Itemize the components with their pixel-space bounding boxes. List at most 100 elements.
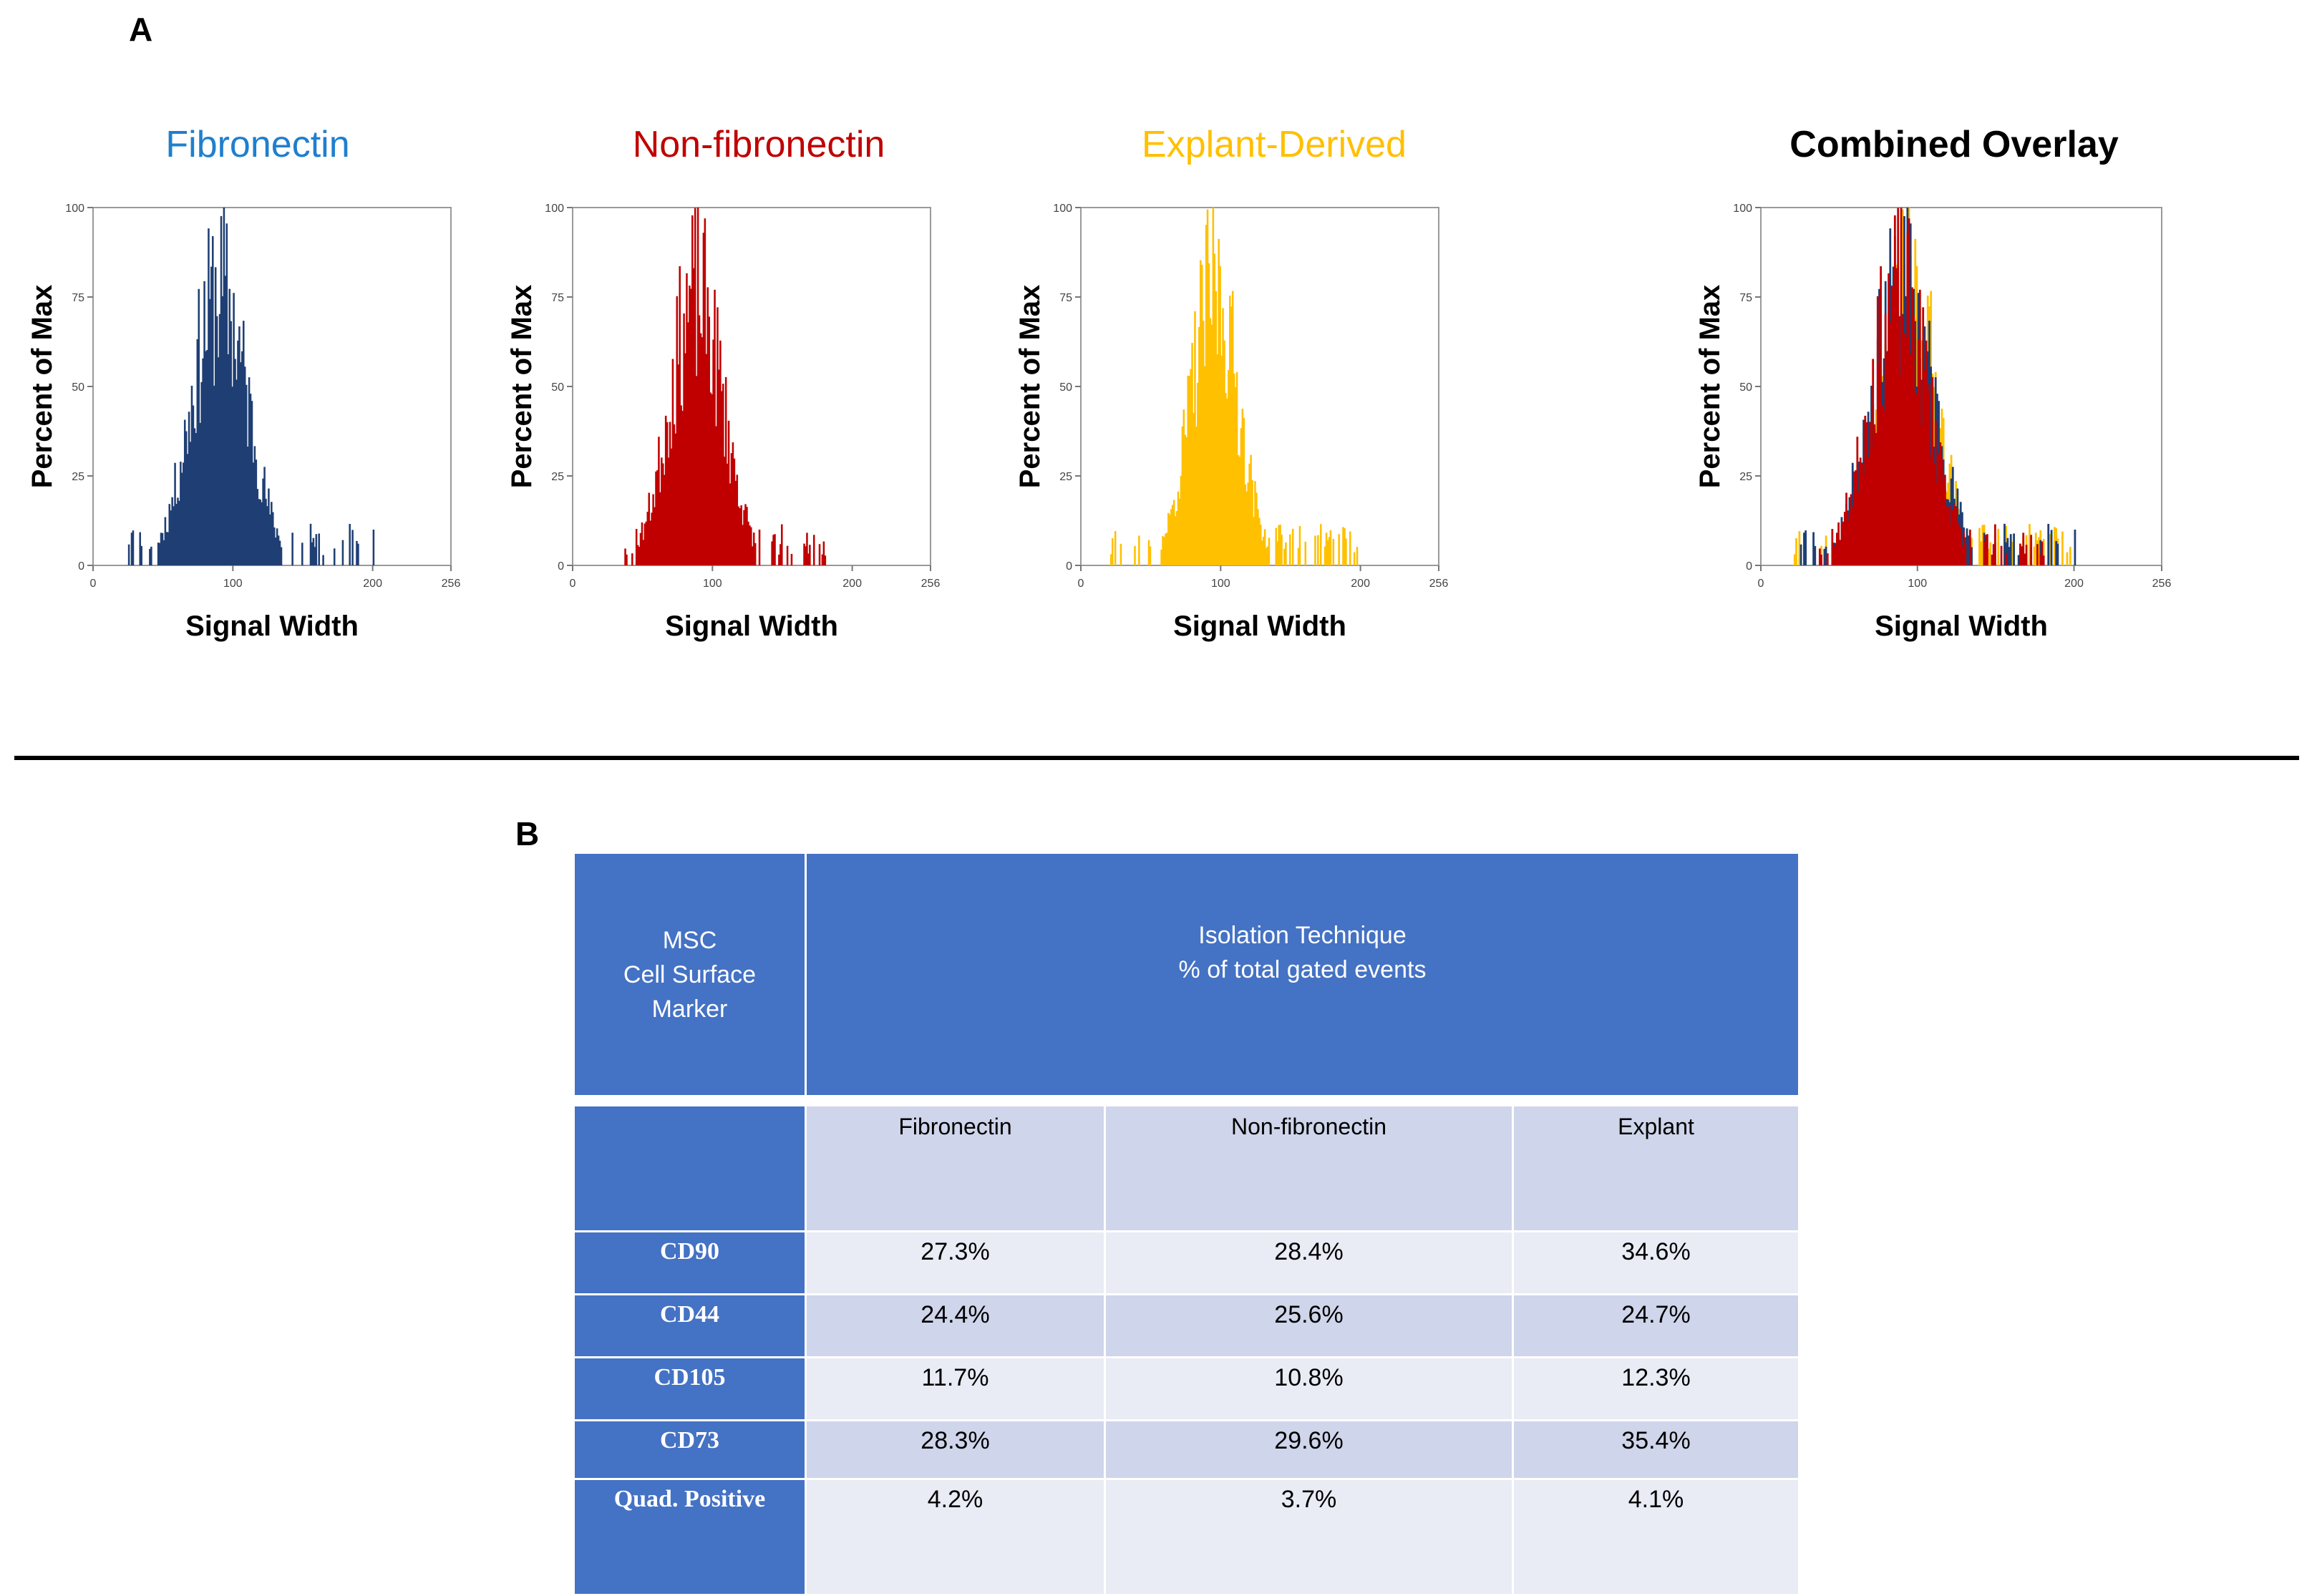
histogram-bar [822, 541, 825, 565]
histogram-bar [1930, 457, 1933, 565]
histogram-bar [252, 462, 255, 565]
histogram-bar [245, 384, 248, 565]
histogram-bar [1220, 356, 1223, 565]
histogram-bar [670, 448, 673, 565]
header-marker-line-3: Marker [651, 995, 728, 1023]
histogram-bar [1181, 426, 1184, 565]
histogram-bar [202, 358, 204, 565]
cell-cd73-fibronectin: 28.3% [805, 1419, 1106, 1480]
histogram-bar [696, 208, 699, 565]
y-tick-label: 0 [1746, 560, 1752, 573]
histogram-bar [1826, 553, 1829, 565]
histogram-bar [686, 273, 688, 565]
histogram-bar [734, 480, 737, 565]
histogram-bar [1978, 527, 1981, 565]
histogram-bar [1888, 273, 1890, 565]
histogram-bar [2039, 540, 2042, 565]
histogram-bar [192, 405, 195, 565]
series-non-fibronectin [624, 208, 827, 565]
histogram-bar [2038, 537, 2040, 565]
histogram-bar [1251, 480, 1253, 565]
histogram-bar [210, 266, 213, 565]
histogram-bar [786, 545, 789, 565]
histogram-bar [1889, 322, 1892, 565]
x-tick-label: 0 [1078, 578, 1084, 590]
y-axis-label: Percent of Max [1694, 285, 1726, 489]
histogram-bar [349, 523, 351, 565]
histogram-bar [679, 266, 681, 565]
histogram-bar [2011, 541, 2014, 565]
histogram-bar [220, 215, 223, 565]
histogram-bar [656, 470, 659, 565]
histogram-bar [683, 313, 685, 565]
histogram-bar [2017, 555, 2020, 565]
histogram-bar [1798, 531, 1801, 565]
histogram-bar [2024, 553, 2026, 565]
histogram-bar [273, 527, 276, 565]
histogram-bar [1263, 529, 1266, 565]
histogram-bar [322, 555, 324, 565]
histogram-bar [1185, 437, 1188, 565]
histogram-bar [712, 339, 714, 565]
histogram-bar [1861, 463, 1863, 565]
histogram-bar [1955, 507, 1958, 565]
histogram-bar [2030, 535, 2033, 565]
histogram-bar [1793, 554, 1796, 565]
histogram-bar [221, 296, 224, 565]
histogram-bar [1212, 208, 1215, 565]
histogram-bar [200, 381, 203, 565]
histogram-bar [1986, 534, 1988, 565]
histogram-bar [1958, 525, 1961, 565]
histogram-bar [1175, 511, 1178, 565]
histogram-bar [771, 541, 773, 565]
histogram-bar [1206, 209, 1209, 565]
histogram-bar [1842, 521, 1845, 565]
histogram-bar [1913, 316, 1915, 565]
histogram-bar [1163, 537, 1165, 565]
histogram-bar [1279, 525, 1281, 565]
histogram-bar [1349, 531, 1351, 565]
histogram-bar [1229, 295, 1231, 565]
histogram-bar [1262, 536, 1265, 565]
histogram-bar [2009, 534, 2012, 565]
histogram-bar [1868, 422, 1871, 565]
histogram-bar [631, 553, 633, 565]
histogram-bar [2019, 543, 2021, 565]
histogram-bar [1338, 534, 1340, 565]
y-tick-label: 100 [65, 203, 84, 215]
histogram-bar [1928, 384, 1930, 565]
cell-cd90-fibronectin: 27.3% [805, 1230, 1106, 1295]
header-technique-line-1: Isolation Technique [1198, 922, 1407, 949]
cell-cd90-explant: 34.6% [1511, 1230, 1801, 1295]
histogram-bar [1993, 524, 1996, 565]
histogram-bar [626, 554, 628, 565]
histogram-bar [180, 462, 182, 565]
x-tick-label: 256 [921, 578, 941, 590]
histogram-bar [1947, 508, 1950, 565]
histogram-bar [1291, 528, 1294, 565]
histogram-bar [1208, 263, 1210, 565]
histogram-bar [1268, 537, 1271, 565]
x-axis-label: Signal Width [665, 610, 838, 642]
histogram-bar [717, 307, 719, 565]
y-tick-label: 0 [558, 560, 564, 573]
histogram-bar [824, 555, 827, 565]
histogram-bar [160, 532, 162, 565]
histogram-bar [1893, 215, 1896, 565]
histogram-bar [818, 544, 821, 565]
histogram-bar [2008, 547, 2011, 565]
histogram-bar [1193, 413, 1195, 565]
histogram-bar [1160, 549, 1162, 565]
histogram-bar [203, 281, 205, 565]
histogram-bar [690, 288, 692, 565]
histogram-bar [175, 504, 178, 565]
histogram-bar [2039, 554, 2042, 565]
histogram-bar [1278, 525, 1280, 565]
histogram-bar [1319, 524, 1322, 565]
marker-table: MSC Cell Surface Marker Isolation Techni… [573, 852, 1801, 1596]
histogram-bar [1984, 535, 1987, 565]
histogram-bar [314, 547, 316, 565]
histogram-bar [1240, 428, 1243, 565]
histogram-bar [1170, 509, 1172, 565]
histogram-bar [1903, 333, 1905, 565]
